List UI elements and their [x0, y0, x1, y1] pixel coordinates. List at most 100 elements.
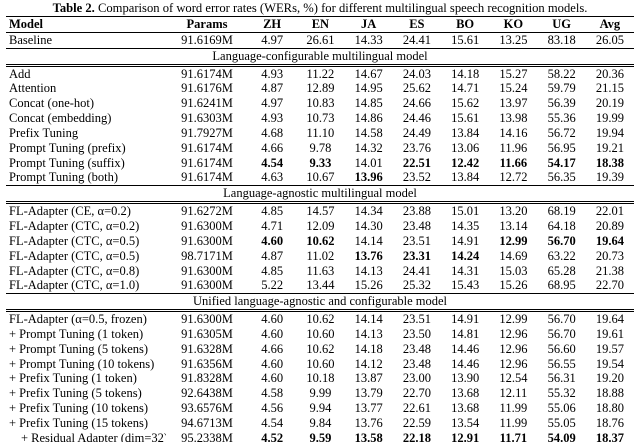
wer-cell-ja: 13.96 [354, 170, 383, 185]
wer-cell-bo: 12.91 [451, 430, 480, 442]
wer-cell-ug: 56.55 [547, 356, 576, 371]
params-cell: 91.6174M [181, 155, 233, 170]
wer-cell-es: 22.59 [402, 415, 431, 430]
wer-cell-zh: 4.97 [261, 32, 284, 47]
column-header-ug: UG [537, 16, 586, 33]
wer-cell-ja: 13.76 [354, 248, 383, 263]
wer-cell-zh: 4.93 [261, 66, 284, 81]
wer-cell-en: 10.83 [306, 96, 335, 111]
model-name-cell: FL-Adapter (CTC, α=0.5) [9, 248, 140, 263]
wer-cell-ko: 15.26 [499, 278, 528, 293]
params-cell: 91.6300M [181, 218, 233, 233]
table-row: + Prefix Tuning (10 tokens) 93.6576M 4.56 9… [6, 401, 634, 416]
wer-cell-ug: 56.95 [547, 140, 576, 155]
wer-cell-es: 24.49 [402, 125, 431, 140]
wer-cell-en: 11.02 [306, 248, 335, 263]
params-cell: 91.6300M [181, 263, 233, 278]
model-name-cell: + Prefix Tuning (15 tokens) [9, 415, 149, 430]
wer-cell-en: 10.60 [306, 326, 335, 341]
wer-cell-zh: 4.87 [261, 248, 284, 263]
wer-cell-ja: 14.30 [354, 218, 383, 233]
params-cell: 91.6241M [181, 96, 233, 111]
wer-cell-es: 25.62 [402, 81, 431, 96]
table-row: FL-Adapter (CE, α=0.2) 91.6272M 4.85 14.57 1… [6, 203, 634, 219]
wer-cell-ug: 58.22 [547, 66, 576, 81]
wer-cell-bo: 14.46 [451, 356, 480, 371]
wer-cell-ko: 15.03 [499, 263, 528, 278]
wer-cell-bo: 15.62 [451, 96, 480, 111]
wer-cell-bo: 15.61 [451, 111, 480, 126]
wer-cell-en: 14.57 [306, 204, 335, 219]
wer-cell-en: 12.89 [306, 81, 335, 96]
model-name-cell: + Prompt Tuning (1 token) [9, 326, 144, 341]
wer-cell-avg: 18.38 [595, 155, 624, 170]
wer-cell-en: 9.33 [309, 155, 332, 170]
wer-cell-bo: 13.68 [451, 401, 480, 416]
wer-cell-ug: 56.31 [547, 371, 576, 386]
wer-cell-ug: 56.70 [547, 326, 576, 341]
params-cell: 91.6169M [181, 32, 233, 47]
wer-cell-en: 9.78 [309, 140, 332, 155]
wer-cell-zh: 5.22 [261, 278, 284, 293]
wer-cell-ja: 14.67 [354, 66, 383, 81]
wer-cell-ko: 11.99 [499, 415, 528, 430]
wer-cell-ja: 14.13 [354, 263, 383, 278]
wer-cell-bo: 14.91 [451, 312, 480, 327]
wer-cell-es: 23.00 [402, 371, 431, 386]
params-cell: 91.6174M [181, 170, 233, 185]
column-header-es: ES [392, 16, 441, 33]
wer-cell-bo: 13.54 [451, 415, 480, 430]
wer-cell-ja: 14.12 [354, 356, 383, 371]
params-cell: 91.6174M [181, 66, 233, 81]
wer-cell-bo: 14.81 [451, 326, 480, 341]
wer-cell-en: 10.60 [306, 356, 335, 371]
wer-cell-avg: 19.64 [595, 312, 624, 327]
column-header-ja: JA [344, 16, 393, 33]
wer-cell-zh: 4.63 [261, 170, 284, 185]
wer-cell-avg: 19.99 [595, 111, 624, 126]
model-name-cell: FL-Adapter (CTC, α=1.0) [9, 278, 140, 293]
params-cell: 98.7171M [181, 248, 233, 263]
wer-cell-ko: 13.14 [499, 218, 528, 233]
table-row: + Prompt Tuning (1 token) 91.6305M 4.60 10.… [6, 327, 634, 342]
wer-cell-ko: 11.99 [499, 401, 528, 416]
wer-cell-bo: 13.84 [451, 125, 480, 140]
column-header-avg: Avg [585, 16, 634, 33]
model-name-cell: Prompt Tuning (both) [9, 170, 119, 185]
wer-cell-ug: 64.18 [547, 218, 576, 233]
wer-cell-ja: 13.79 [354, 386, 383, 401]
wer-cell-ko: 11.71 [499, 430, 528, 442]
wer-cell-avg: 19.39 [595, 170, 624, 185]
wer-cell-ug: 56.70 [547, 233, 576, 248]
wer-cell-avg: 19.20 [595, 371, 624, 386]
wer-cell-ug: 55.06 [547, 401, 576, 416]
wer-cell-avg: 19.21 [595, 140, 624, 155]
wer-cell-es: 25.32 [402, 278, 431, 293]
wer-cell-es: 24.41 [402, 263, 431, 278]
table-row: + Prefix Tuning (5 tokens) 92.6438M 4.58 9.… [6, 386, 634, 401]
wer-cell-bo: 13.84 [451, 170, 480, 185]
wer-cell-avg: 20.36 [595, 66, 624, 81]
model-name-cell: FL-Adapter (CTC, α=0.2) [9, 218, 140, 233]
section-header-label: Language-configurable multilingual model [6, 47, 634, 67]
model-name-cell: + Residual Adapter (dim=32) [21, 430, 166, 442]
wer-cell-ug: 65.28 [547, 263, 576, 278]
wer-cell-ja: 14.01 [354, 155, 383, 170]
wer-cell-zh: 4.60 [261, 312, 284, 327]
wer-cell-ug: 54.09 [547, 430, 576, 442]
model-name-cell: FL-Adapter (CTC, α=0.8) [9, 263, 140, 278]
section-header-label: Unified language-agnostic and configurab… [6, 293, 634, 313]
wer-cell-ug: 56.60 [547, 341, 576, 356]
params-cell: 91.6356M [181, 356, 233, 371]
model-name-cell: + Prefix Tuning (5 tokens) [9, 386, 142, 401]
wer-cell-ja: 14.33 [354, 32, 383, 47]
wer-cell-zh: 4.66 [261, 341, 284, 356]
wer-cell-bo: 15.61 [451, 32, 480, 47]
wer-cell-bo: 14.35 [451, 218, 480, 233]
wer-cell-en: 9.84 [309, 415, 332, 430]
table-row: Prompt Tuning (both) 91.6174M 4.63 10.67 13.… [6, 170, 634, 185]
wer-cell-bo: 14.91 [451, 233, 480, 248]
section-header-row: Unified language-agnostic and configurab… [6, 293, 634, 313]
wer-cell-en: 10.62 [306, 312, 335, 327]
model-name-cell: Baseline [9, 32, 53, 47]
